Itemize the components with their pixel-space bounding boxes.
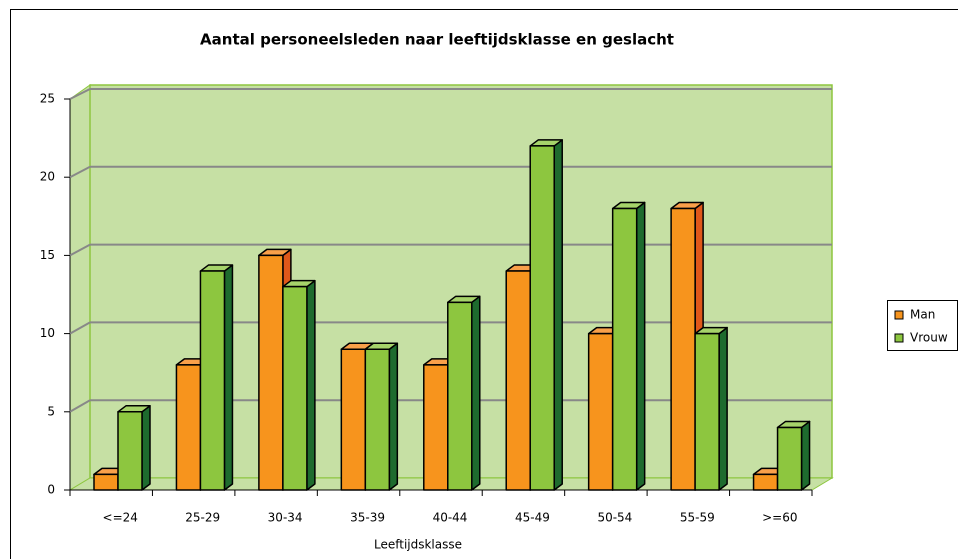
bar (258, 254, 284, 491)
x-axis-label: Leeftijdsklasse (374, 538, 462, 552)
bar (423, 364, 449, 491)
bar-side (800, 420, 811, 491)
x-tick-label: 40-44 (433, 511, 468, 525)
bar (587, 332, 614, 491)
bar (364, 348, 391, 491)
x-tick-label: 35-39 (350, 511, 385, 525)
bar (529, 145, 555, 491)
x-tick-label: <=24 (103, 511, 138, 525)
side-wall (69, 84, 91, 491)
legend-swatch (894, 310, 904, 320)
x-tick-label: 45-49 (515, 511, 550, 525)
bar (670, 207, 696, 491)
bar (505, 270, 531, 491)
grid-line (69, 165, 91, 179)
x-tick-label: 50-54 (597, 511, 632, 525)
bar (447, 301, 473, 491)
legend-swatch (894, 333, 904, 343)
bar-side (223, 264, 234, 491)
y-tick-label: 0 (47, 483, 55, 497)
y-tick-label: 5 (47, 404, 55, 418)
x-tick-label: 25-29 (185, 511, 220, 525)
bar (93, 473, 119, 491)
x-tick-label: >=60 (762, 511, 797, 525)
legend-label: Man (910, 308, 935, 322)
chart-title: Aantal personeelsleden naar leeftijdskla… (200, 31, 674, 49)
bar-side (635, 201, 646, 491)
y-tick-label: 20 (40, 170, 55, 184)
bar-side (388, 342, 399, 491)
bar-side (141, 405, 151, 491)
bar (117, 411, 143, 491)
bar-side (718, 326, 728, 491)
grid-line (69, 88, 91, 100)
y-tick-label: 25 (40, 92, 55, 106)
y-tick-label: 15 (40, 248, 55, 262)
bar (611, 207, 638, 491)
bar (340, 348, 367, 491)
bar (175, 364, 202, 491)
grid-line (69, 399, 91, 413)
bar (752, 473, 779, 491)
bar-side (471, 295, 481, 491)
grid-line (69, 321, 91, 335)
x-tick-label: 55-59 (680, 511, 715, 525)
y-tick-label: 10 (40, 326, 55, 340)
bar (694, 332, 720, 491)
grid-line (69, 243, 91, 257)
bar (776, 426, 803, 491)
legend-label: Vrouw (910, 331, 948, 345)
bar (199, 270, 226, 491)
bar-side (306, 279, 316, 491)
bar-side (553, 139, 563, 491)
x-tick-label: 30-34 (268, 511, 303, 525)
bar (282, 285, 308, 491)
